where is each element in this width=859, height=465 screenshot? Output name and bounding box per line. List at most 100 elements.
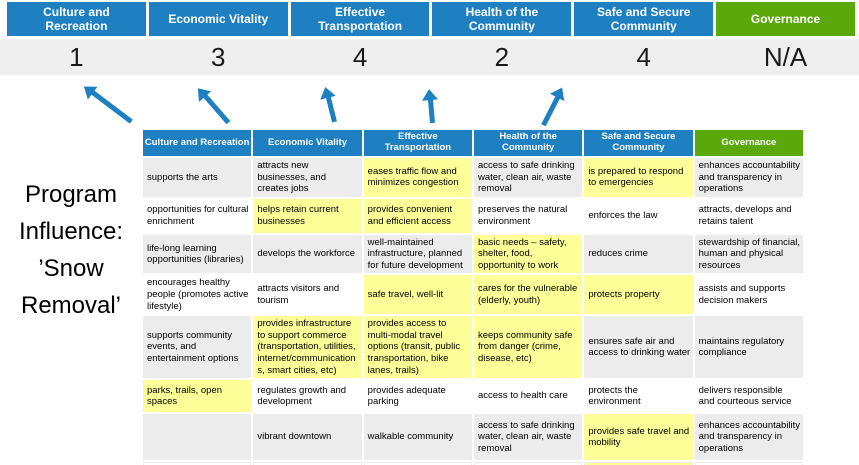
matrix-cell: provides adequate parking [363, 380, 472, 413]
matrix-cell: basic needs – safety, shelter, food, opp… [473, 234, 583, 274]
table-row: life-long learning opportunities (librar… [143, 234, 803, 274]
matrix-cell [694, 462, 803, 465]
table-row: supports community events, and entertain… [143, 316, 803, 379]
matrix-cell: eases traffic flow and minimizes congest… [363, 158, 472, 197]
table-row: opportunities for cultural enrichment hel… [143, 198, 803, 233]
summary-box-1: Economic Vitality [148, 2, 288, 36]
matrix-cell: provides access to multi-modal travel op… [363, 316, 472, 379]
table-row: looks after it's most vulnerable [143, 462, 803, 465]
matrix-body: supports the arts attracts new businesses… [143, 158, 803, 465]
matrix-cell: supports community events, and entertain… [143, 316, 252, 379]
arrow-shaft [89, 89, 133, 124]
matrix-cell: access to safe drinking water, clean air… [473, 158, 583, 197]
matrix-header-0: Culture and Recreation [143, 130, 252, 156]
score-row: 1 3 4 2 4 N/A [7, 39, 855, 75]
matrix-cell: opportunities for cultural enrichment [143, 198, 252, 233]
program-title-line: ’Snow [38, 255, 104, 282]
summary-box-label: Economic Vitality [168, 11, 269, 26]
matrix-header-row: Culture and Recreation Economic Vitality E… [143, 130, 803, 156]
matrix-cell: preserves the natural environment [473, 198, 583, 233]
matrix-cell [363, 462, 472, 465]
matrix-cell: safe travel, well-lit [363, 275, 472, 315]
matrix-cell: provides infrastructure to support comme… [253, 316, 362, 379]
score-value-3: 2 [432, 39, 572, 75]
matrix-cell: attracts, develops and retains talent [694, 198, 803, 233]
arrow-shaft [540, 94, 561, 127]
summary-box-label: Health of the Community [465, 4, 539, 33]
matrix-cell: parks, trails, open spaces [143, 380, 252, 413]
matrix-cell: looks after it's most vulnerable [584, 462, 693, 465]
matrix-header-3: Health of the Community [473, 130, 583, 156]
influence-matrix: Culture and Recreation Economic Vitality E… [141, 128, 805, 465]
matrix-cell: keeps community safe from danger (crime,… [473, 316, 583, 379]
table-row: supports the arts attracts new businesses… [143, 158, 803, 197]
up-left-arrow-icon [79, 80, 136, 128]
matrix-header-4: Safe and Secure Community [584, 130, 693, 156]
program-title-line: Removal’ [20, 292, 122, 319]
matrix-cell: ensures safe air and access to drinking … [584, 316, 693, 379]
matrix-cell: attracts new businesses, and creates job… [253, 158, 362, 197]
summary-box-2: Effective Transportation [290, 2, 430, 36]
up-right-arrow-icon [536, 83, 570, 129]
summary-box-3: Health of the Community [432, 2, 572, 36]
score-value-4: 4 [574, 39, 714, 75]
matrix-cell [473, 462, 583, 465]
matrix-cell: vibrant downtown [253, 414, 362, 461]
matrix-head: Culture and Recreation Economic Vitality E… [143, 130, 803, 156]
matrix-cell: regulates growth and development [253, 380, 362, 413]
up-arrow-icon [421, 88, 440, 124]
matrix-cell: walkable community [363, 414, 472, 461]
matrix-cell: enforces the law [584, 198, 693, 233]
program-title: Program Influence: ’Snow Removal’ [0, 176, 142, 324]
matrix-cell: enhances accountability and transparency… [694, 414, 803, 461]
matrix-cell: provides safe travel and mobility [584, 414, 693, 461]
summary-box-label: Effective Transportation [318, 4, 403, 33]
matrix-cell [143, 414, 252, 461]
table-row: encourages healthy people (promotes acti… [143, 275, 803, 315]
score-value-2: 4 [290, 39, 430, 75]
matrix-cell: supports the arts [143, 158, 252, 197]
matrix-cell: stewardship of financial, human and phys… [694, 234, 803, 274]
table-row: parks, trails, open spaces regulates grow… [143, 380, 803, 413]
matrix-cell: provides convenient and efficient access [363, 198, 472, 233]
arrow-shaft [201, 93, 230, 125]
program-title-line: Influence: [18, 218, 124, 245]
summary-box-label: Culture and Recreation [43, 4, 110, 33]
matrix-cell: attracts visitors and tourism [253, 275, 362, 315]
matrix-header-5: Governance [694, 130, 803, 156]
matrix-cell [253, 462, 362, 465]
matrix-header-1: Economic Vitality [253, 130, 362, 156]
summary-box-5: Governance [716, 2, 855, 36]
summary-box-label: Safe and Secure Community [597, 4, 691, 33]
matrix-cell: is prepared to respond to emergencies [584, 158, 693, 197]
summary-box-4: Safe and Secure Community [574, 2, 714, 36]
matrix-cell: life-long learning opportunities (librar… [143, 234, 252, 274]
up-left-arrow-icon [191, 83, 234, 128]
score-value-0: 1 [7, 39, 146, 75]
matrix-cell: cares for the vulnerable (elderly, youth… [473, 275, 583, 315]
matrix-cell: well-maintained infrastructure, planned … [363, 234, 472, 274]
score-value-1: 3 [148, 39, 288, 75]
matrix-cell: reduces crime [584, 234, 693, 274]
score-value-5: N/A [716, 39, 855, 75]
matrix-cell: enhances accountability and transparency… [694, 158, 803, 197]
arrow-shaft [325, 95, 337, 123]
matrix-cell: access to health care [473, 380, 583, 413]
matrix-cell: helps retain current businesses [253, 198, 362, 233]
matrix-cell [143, 462, 252, 465]
matrix-cell: delivers responsible and courteous servi… [694, 380, 803, 413]
matrix-cell: assists and supports decision makers [694, 275, 803, 315]
matrix-cell: protects the environment [584, 380, 693, 413]
table-row: vibrant downtown walkable community access… [143, 414, 803, 461]
arrow-shaft [427, 97, 435, 124]
matrix-cell: encourages healthy people (promotes acti… [143, 275, 252, 315]
summary-box-label: Governance [750, 11, 821, 26]
matrix-header-2: Effective Transportation [363, 130, 472, 156]
matrix-cell: develops the workforce [253, 234, 362, 274]
up-arrow-icon [317, 85, 342, 124]
matrix-cell: access to safe drinking water, clean air… [473, 414, 583, 461]
summary-box-0: Culture and Recreation [7, 2, 146, 36]
matrix-cell: protects property [584, 275, 693, 315]
program-title-line: Program [24, 181, 118, 208]
